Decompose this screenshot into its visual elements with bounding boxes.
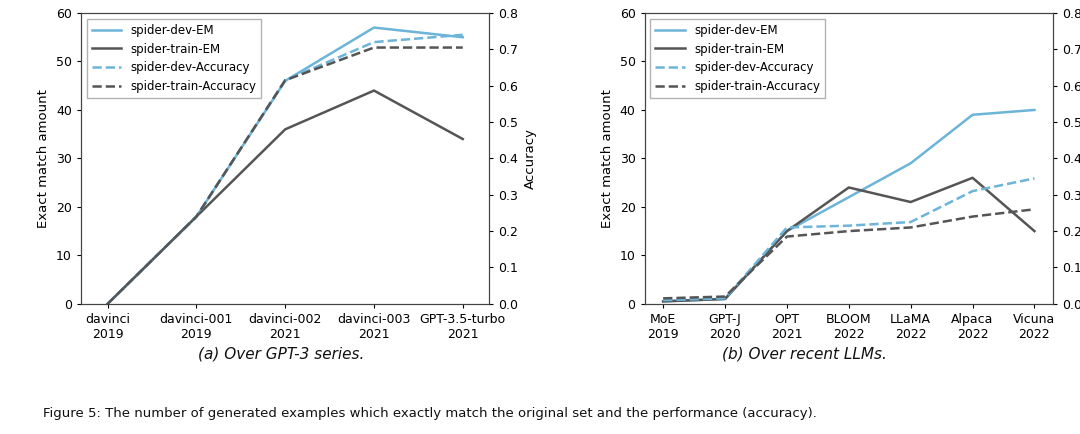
- Line: spider-dev-Accuracy: spider-dev-Accuracy: [108, 35, 462, 304]
- spider-train-Accuracy: [190, 214, 203, 219]
- spider-train-Accuracy: [657, 296, 670, 301]
- spider-dev-EM: [842, 194, 855, 200]
- spider-dev-Accuracy: [367, 39, 380, 45]
- spider-dev-Accuracy: [718, 296, 731, 301]
- spider-dev-EM: [718, 296, 731, 302]
- spider-dev-Accuracy: [1028, 176, 1041, 181]
- spider-train-EM: [102, 301, 114, 306]
- spider-train-EM: [842, 185, 855, 190]
- Line: spider-train-EM: spider-train-EM: [108, 91, 462, 304]
- spider-train-EM: [718, 296, 731, 302]
- spider-train-Accuracy: [279, 78, 292, 83]
- spider-train-Accuracy: [904, 225, 917, 230]
- spider-train-Accuracy: [781, 234, 794, 239]
- spider-train-Accuracy: [367, 45, 380, 50]
- spider-dev-Accuracy: [781, 225, 794, 230]
- spider-train-Accuracy: [967, 214, 980, 219]
- Line: spider-dev-Accuracy: spider-dev-Accuracy: [663, 178, 1035, 300]
- Text: (b) Over recent LLMs.: (b) Over recent LLMs.: [723, 346, 887, 361]
- Legend: spider-dev-EM, spider-train-EM, spider-dev-Accuracy, spider-train-Accuracy: spider-dev-EM, spider-train-EM, spider-d…: [86, 19, 261, 98]
- spider-train-EM: [1028, 228, 1041, 233]
- spider-train-EM: [657, 299, 670, 304]
- spider-dev-Accuracy: [279, 78, 292, 83]
- spider-dev-Accuracy: [657, 298, 670, 303]
- spider-dev-Accuracy: [456, 32, 469, 37]
- spider-dev-EM: [456, 35, 469, 40]
- spider-dev-EM: [102, 301, 114, 306]
- spider-dev-EM: [367, 25, 380, 30]
- spider-train-EM: [967, 175, 980, 181]
- spider-train-Accuracy: [842, 228, 855, 233]
- spider-dev-EM: [904, 161, 917, 166]
- spider-train-Accuracy: [718, 294, 731, 299]
- spider-train-EM: [904, 200, 917, 205]
- spider-train-Accuracy: [102, 301, 114, 306]
- spider-train-Accuracy: [1028, 207, 1041, 212]
- Y-axis label: Exact match amount: Exact match amount: [600, 89, 615, 228]
- Line: spider-dev-EM: spider-dev-EM: [663, 110, 1035, 301]
- spider-dev-Accuracy: [190, 214, 203, 219]
- spider-train-EM: [781, 228, 794, 233]
- spider-dev-Accuracy: [842, 223, 855, 228]
- Line: spider-train-Accuracy: spider-train-Accuracy: [663, 209, 1035, 298]
- spider-dev-Accuracy: [904, 220, 917, 225]
- spider-dev-Accuracy: [102, 301, 114, 306]
- spider-train-EM: [456, 136, 469, 141]
- Line: spider-train-EM: spider-train-EM: [663, 178, 1035, 301]
- Y-axis label: Exact match amount: Exact match amount: [38, 89, 51, 228]
- spider-dev-EM: [279, 78, 292, 83]
- spider-train-Accuracy: [456, 45, 469, 50]
- spider-train-EM: [190, 214, 203, 219]
- Legend: spider-dev-EM, spider-train-EM, spider-dev-Accuracy, spider-train-Accuracy: spider-dev-EM, spider-train-EM, spider-d…: [650, 19, 825, 98]
- spider-train-EM: [279, 127, 292, 132]
- spider-train-EM: [367, 88, 380, 93]
- spider-dev-Accuracy: [967, 188, 980, 194]
- spider-dev-EM: [967, 112, 980, 118]
- spider-dev-EM: [1028, 107, 1041, 112]
- Y-axis label: Accuracy: Accuracy: [524, 128, 537, 189]
- spider-dev-EM: [781, 228, 794, 233]
- Text: (a) Over GPT-3 series.: (a) Over GPT-3 series.: [198, 346, 364, 361]
- spider-dev-EM: [190, 214, 203, 219]
- Line: spider-train-Accuracy: spider-train-Accuracy: [108, 48, 462, 304]
- Text: Figure 5: The number of generated examples which exactly match the original set : Figure 5: The number of generated exampl…: [43, 407, 818, 420]
- Line: spider-dev-EM: spider-dev-EM: [108, 27, 462, 304]
- spider-dev-EM: [657, 299, 670, 304]
